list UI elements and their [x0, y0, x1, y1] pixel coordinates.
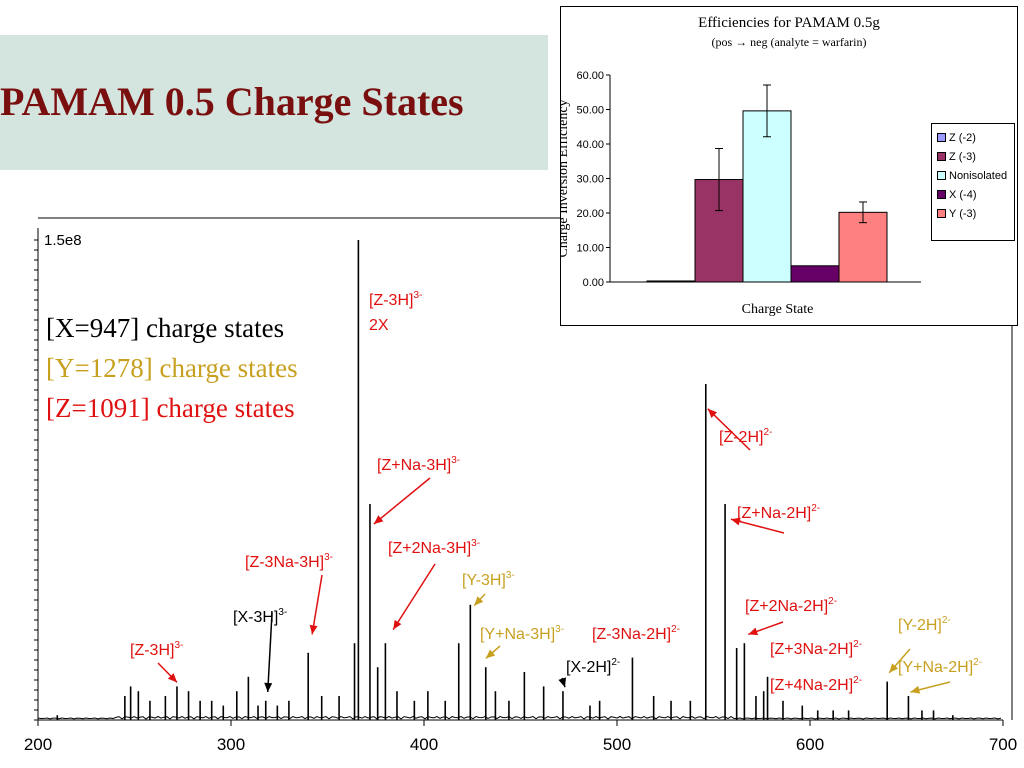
- annotation-arrowhead: [748, 627, 759, 636]
- annotation-arrow: [707, 408, 751, 451]
- inset-legend-swatch: [937, 190, 946, 199]
- peak-annotation: [X-2H]2-: [566, 657, 620, 676]
- peak-annotation: [Z+2Na-2H]2-: [745, 596, 837, 615]
- charge-state-legend: [X=947] charge states [Y=1278] charge st…: [46, 308, 298, 428]
- annotation-arrowhead: [373, 515, 384, 524]
- inset-bar: [790, 265, 840, 283]
- inset-chart-title: Efficiencies for PAMAM 0.5g: [698, 15, 880, 31]
- peak-annotation: [Z-3Na-2H]2-: [592, 624, 680, 643]
- inset-y-tick-label: 40.00: [576, 139, 604, 151]
- inset-legend-item: Z (-3): [937, 147, 1014, 166]
- annotation-arrowhead: [889, 663, 899, 673]
- peak-annotation: [Z+2Na-3H]3-: [388, 538, 480, 557]
- annotation-arrowhead: [393, 619, 402, 630]
- inset-plot-area: 0.00 10.00 20.00 30.00 40.00 50.00 60.00 Charge…: [561, 70, 921, 317]
- inset-legend-item: Y (-3): [937, 204, 1014, 223]
- inset-legend-label: Z (-2): [949, 131, 976, 144]
- inset-chart-subtitle: (pos → neg (analyte = warfarin): [711, 35, 867, 49]
- annotation-arrow: [311, 574, 323, 635]
- peak-annotation: [X-3H]3-: [233, 607, 287, 626]
- inset-legend-swatch: [937, 152, 946, 161]
- inset-legend-label: Y (-3): [949, 207, 977, 220]
- annotation-arrowhead: [730, 517, 741, 526]
- annotation-arrowhead: [910, 685, 921, 694]
- x-tick-label: 700: [989, 735, 1017, 754]
- annotation-arrow: [392, 563, 436, 631]
- inset-legend-swatch: [937, 133, 946, 142]
- legend-z: [Z=1091] charge states: [46, 393, 295, 423]
- x-tick-label: 600: [796, 735, 824, 754]
- x-tick-label: 300: [217, 735, 245, 754]
- inset-y-tick-label: 60.00: [576, 70, 604, 82]
- annotation-arrowhead: [558, 677, 567, 688]
- inset-legend-swatch: [937, 171, 946, 180]
- peak-annotation: [Z-3H]3-: [369, 290, 422, 309]
- x-tick-label: 500: [603, 735, 631, 754]
- efficiency-bar-chart: Efficiencies for PAMAM 0.5g (pos → neg (…: [560, 6, 1018, 326]
- peak-annotation: [Z-3H]3-: [130, 640, 183, 659]
- annotation-arrowhead: [264, 682, 273, 692]
- peak-annotation: [Z+Na-2H]2-: [737, 503, 820, 522]
- inset-legend-label: Nonisolated: [949, 169, 1008, 182]
- inset-bar: [646, 280, 696, 283]
- inset-y-tick-label: 20.00: [576, 208, 604, 220]
- peak-annotation: [Y+Na-3H]3-: [480, 624, 564, 643]
- y-max-label: 1.5e8: [44, 232, 82, 249]
- peak-annotation: [Z-2H]2-: [719, 427, 772, 446]
- inset-legend-label: X (-4): [949, 188, 977, 201]
- peak-annotation: 2X: [369, 317, 389, 334]
- inset-y-tick-label: 10.00: [576, 243, 604, 255]
- inset-bar: [742, 110, 792, 283]
- spectrum-baseline: [37, 715, 1002, 720]
- inset-legend-item: Nonisolated: [937, 166, 1014, 185]
- annotation-arrow: [730, 518, 785, 534]
- inset-x-axis-label: Charge State: [742, 302, 814, 317]
- x-tick-label: 400: [410, 735, 438, 754]
- x-tick-label: 200: [24, 735, 52, 754]
- annotation-arrow: [266, 612, 273, 693]
- peak-annotation: [Y+Na-2H]2-: [898, 657, 982, 676]
- inset-legend-swatch: [937, 209, 946, 218]
- inset-y-tick-label: 50.00: [576, 105, 604, 117]
- peak-annotation: [Y-2H]2-: [898, 615, 951, 634]
- annotation-arrowhead: [167, 673, 178, 683]
- inset-legend-item: X (-4): [937, 185, 1014, 204]
- slide-title: PAMAM 0.5 Charge States: [0, 79, 464, 124]
- peak-annotation: [Z+4Na-2H]2-: [770, 675, 862, 694]
- inset-legend-item: Z (-2): [937, 128, 1014, 147]
- annotation-arrowhead: [707, 408, 718, 418]
- inset-bar: [838, 211, 888, 283]
- inset-legend-label: Z (-3): [949, 150, 976, 163]
- inset-y-tick-label: 30.00: [576, 174, 604, 186]
- legend-y: [Y=1278] charge states: [46, 353, 298, 383]
- peak-annotation: [Z-3Na-3H]3-: [245, 552, 333, 571]
- peak-annotation: [Y-3H]3-: [462, 570, 515, 589]
- annotation-arrow: [373, 477, 431, 525]
- inset-y-tick-label: 0.00: [583, 277, 604, 289]
- inset-legend: Z (-2) Z (-3) Nonisolated X (-4) Y (-3): [931, 123, 1015, 241]
- annotation-arrowhead: [474, 596, 484, 606]
- annotation-arrowhead: [309, 624, 318, 635]
- inset-y-axis-label: Charge Inversion Efficiency: [561, 99, 571, 257]
- peak-annotation: [Z+Na-3H]3-: [377, 455, 460, 474]
- legend-x: [X=947] charge states: [46, 313, 285, 343]
- title-band: [0, 35, 548, 170]
- annotation-arrowhead: [485, 649, 496, 659]
- peak-annotation: [Z+3Na-2H]2-: [770, 639, 862, 658]
